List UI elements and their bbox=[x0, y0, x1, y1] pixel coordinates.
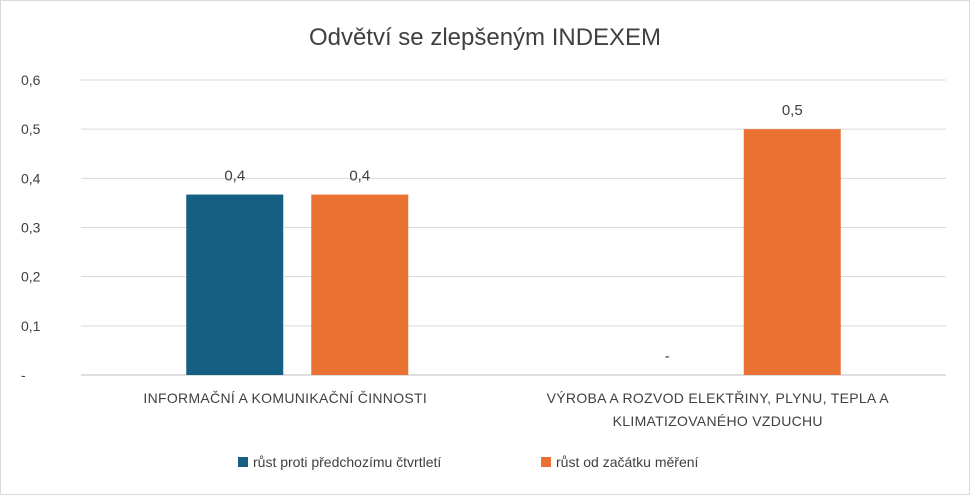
bar bbox=[743, 129, 841, 375]
bars bbox=[186, 129, 841, 375]
legend-label: růst od začátku měření bbox=[556, 454, 699, 470]
legend-swatch bbox=[541, 457, 551, 467]
y-tick-label: 0,1 bbox=[21, 318, 41, 334]
y-tick-label: 0,6 bbox=[21, 72, 41, 88]
y-axis: - 0,1 0,2 0,3 0,4 0,5 0,6 bbox=[21, 72, 41, 383]
legend-item: růst od začátku měření bbox=[541, 454, 699, 470]
data-label: - bbox=[665, 348, 670, 365]
bar bbox=[311, 194, 409, 375]
x-axis: INFORMAČNÍ A KOMUNIKAČNÍ ČINNOSTI VÝROBA … bbox=[143, 390, 889, 429]
legend-label: růst proti předchozímu čtvrtletí bbox=[253, 454, 441, 470]
legend: růst proti předchozímu čtvrtletí růst od … bbox=[238, 454, 699, 470]
x-tick-label: KLIMATIZOVANÉHO VZDUCHU bbox=[613, 413, 823, 429]
x-tick-label: INFORMAČNÍ A KOMUNIKAČNÍ ČINNOSTI bbox=[143, 390, 427, 406]
y-tick-label: 0,2 bbox=[21, 269, 41, 285]
y-tick-label: 0,5 bbox=[21, 121, 41, 137]
chart-title: Odvětví se zlepšeným INDEXEM bbox=[309, 24, 661, 51]
y-tick-label: 0,4 bbox=[21, 170, 41, 186]
legend-swatch bbox=[238, 457, 248, 467]
data-label: 0,4 bbox=[224, 168, 245, 185]
x-tick-label: VÝROBA A ROZVOD ELEKTŘINY, PLYNU, TEPLA … bbox=[547, 390, 890, 406]
legend-item: růst proti předchozímu čtvrtletí bbox=[238, 454, 441, 470]
data-label: 0,4 bbox=[349, 168, 370, 185]
data-labels: 0,4 - 0,4 0,5 bbox=[224, 102, 802, 365]
data-label: 0,5 bbox=[782, 102, 803, 119]
y-tick-label: 0,3 bbox=[21, 220, 41, 236]
y-tick-label: - bbox=[21, 367, 26, 383]
bar bbox=[186, 194, 284, 375]
